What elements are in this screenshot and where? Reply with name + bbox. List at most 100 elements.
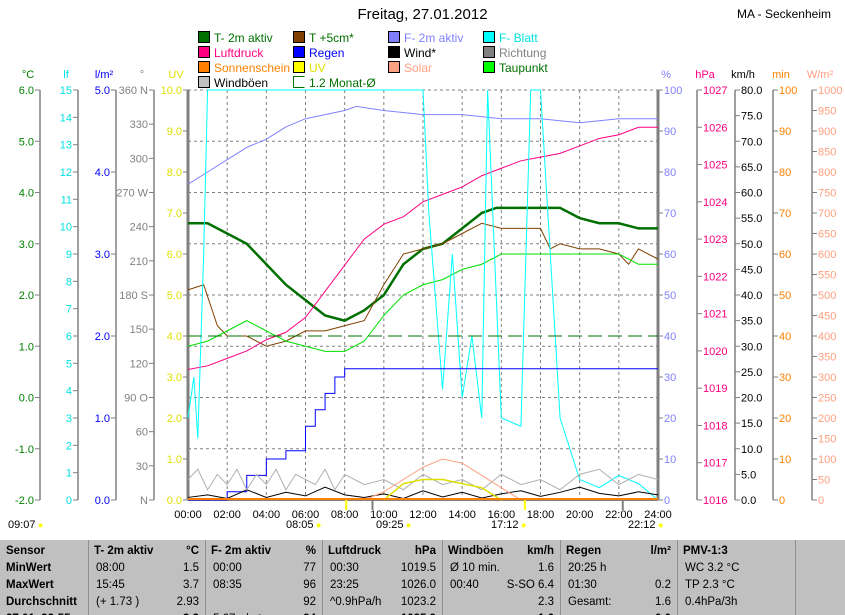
weather-chart: °C-2.0-1.00.01.02.03.04.05.06.0lf0123456… bbox=[15, 69, 842, 521]
axis-tick-label: 750 bbox=[818, 188, 836, 200]
axis-tick-label: 30 bbox=[779, 372, 791, 384]
axis-tick-label: 1021 bbox=[703, 309, 727, 321]
column-header: T- 2m aktiv bbox=[94, 545, 154, 557]
axis-tick-label: 550 bbox=[818, 270, 836, 282]
cell-value: 2.3 bbox=[538, 596, 554, 608]
legend-label: Windböen bbox=[214, 76, 269, 90]
axis-tick-label: 2.0 bbox=[167, 413, 182, 425]
axis-tick-label: 0.0 bbox=[167, 495, 182, 507]
legend-item: Luftdruck bbox=[198, 46, 263, 61]
axis-unit-label: °C bbox=[22, 69, 34, 81]
axis-tick-label: 1017 bbox=[703, 458, 727, 470]
legend-swatch-icon bbox=[198, 76, 210, 88]
legend-swatch-icon bbox=[483, 31, 495, 43]
cell-value: 77 bbox=[303, 562, 316, 574]
axis-tick-label: 40 bbox=[664, 331, 676, 343]
axis-tick-label: 150 bbox=[818, 434, 836, 446]
axis-tick-label: 450 bbox=[818, 311, 836, 323]
axis-tick-label: 2 bbox=[66, 440, 72, 452]
x-tick-label: 02:00 bbox=[213, 509, 241, 521]
axis-tick-label: 10.0 bbox=[741, 444, 762, 456]
cell-text: 00:00 bbox=[213, 562, 242, 574]
axis-tick-label: 40.0 bbox=[741, 290, 762, 302]
axis-tick-label: 60.0 bbox=[741, 188, 762, 200]
axis-unit-label: ° bbox=[140, 69, 144, 81]
x-tick-label: 06:00 bbox=[292, 509, 320, 521]
cell-text: WC 3.2 °C bbox=[685, 562, 740, 574]
legend-label: Solar bbox=[404, 61, 433, 75]
sun-time-label: 09:07 bbox=[8, 519, 36, 531]
legend-item: T- 2m aktiv bbox=[198, 31, 273, 46]
axis-tick-label: 900 bbox=[818, 126, 836, 138]
axis-tick-label: 5.0 bbox=[19, 136, 34, 148]
series-taupunkt bbox=[187, 253, 658, 352]
axis-tick-label: 55.0 bbox=[741, 213, 762, 225]
sun-times: 09:07 ● 08:05 ● 09:25 ● 17:12 ● 22:12 ● bbox=[0, 515, 845, 535]
axis-tick-label: 700 bbox=[818, 208, 836, 220]
axis-tick-label: 60 bbox=[779, 249, 791, 261]
axis-tick-label: 9 bbox=[66, 249, 72, 261]
legend-item: UV bbox=[293, 61, 326, 76]
sun-time-label: 22:12 bbox=[628, 519, 656, 531]
legend-label: F- Blatt bbox=[499, 31, 538, 45]
cell-text: 0.4hPa/3h bbox=[685, 596, 738, 608]
axis-tick-label: 5.0 bbox=[95, 85, 110, 97]
sun-icon: ● bbox=[35, 520, 44, 530]
legend-swatch-icon bbox=[198, 31, 210, 43]
axis-tick-label: 70 bbox=[779, 208, 791, 220]
cell-text: 00:40 bbox=[450, 579, 479, 591]
column-divider bbox=[205, 540, 206, 615]
sun-time: 09:25 ● bbox=[376, 519, 411, 531]
sun-time: 08:05 ● bbox=[286, 519, 321, 531]
axis-tick-label: 120 bbox=[130, 358, 148, 370]
legend-item: Sonnenschein bbox=[198, 61, 290, 76]
axis-tick-label: 6.0 bbox=[167, 249, 182, 261]
column-divider bbox=[677, 540, 678, 615]
axis-tick-label: 9.0 bbox=[167, 126, 182, 138]
legend-label: 1.2 Monat-Ø bbox=[309, 76, 376, 90]
legend-swatch-icon bbox=[198, 61, 210, 73]
column-unit: km/h bbox=[527, 545, 554, 557]
series-uv bbox=[383, 478, 502, 501]
axis-tick-label: -2.0 bbox=[15, 495, 34, 507]
axis-tick-label: 70.0 bbox=[741, 136, 762, 148]
axis-unit-label: W/m² bbox=[807, 69, 834, 81]
legend-swatch-icon bbox=[483, 61, 495, 73]
axis-tick-label: 100 bbox=[779, 85, 797, 97]
cell-value: 1.6 bbox=[494, 611, 554, 615]
cell-value: 94 bbox=[256, 611, 316, 615]
axis-unit-label: lf bbox=[63, 69, 69, 81]
x-tick-label: 24:00 bbox=[644, 509, 672, 521]
axis-left-0: °C -2.0 -1.0 0.0 1.0 2.0 3.0 4.0 5.0 6.0 bbox=[15, 69, 41, 507]
axis-tick-label: 80.0 bbox=[741, 85, 762, 97]
axis-left-3: ° N 30 60 90 O 120 150 180 S 210 240 270 W 300 330 36… bbox=[116, 69, 155, 507]
sun-time: 09:07 ● bbox=[8, 519, 43, 531]
axis-tick-label: 12 bbox=[60, 167, 72, 179]
cell-value: 0.2 bbox=[655, 579, 671, 591]
series-f-2m-aktiv bbox=[187, 105, 658, 185]
axis-tick-label: 1020 bbox=[703, 346, 727, 358]
axis-right-0: % 0 10 20 30 40 50 60 70 80 90 100 bbox=[658, 69, 682, 507]
chart-title: Freitag, 27.01.2012 bbox=[357, 6, 488, 23]
cell-value: 0.0 bbox=[611, 611, 671, 615]
axis-tick-label: 950 bbox=[818, 106, 836, 118]
row-label: 27.01. 22:55 bbox=[6, 611, 71, 615]
axis-tick-label: 330 bbox=[130, 119, 148, 131]
axis-tick-label: 50.0 bbox=[741, 239, 762, 251]
axis-tick-label: 500 bbox=[818, 290, 836, 302]
axis-tick-label: 150 bbox=[130, 324, 148, 336]
axis-tick-label: 650 bbox=[818, 229, 836, 241]
cell-text: 23:25 bbox=[330, 579, 359, 591]
axis-tick-label: 0.0 bbox=[741, 495, 756, 507]
legend-swatch-icon bbox=[293, 31, 305, 43]
series-t-2m-aktiv bbox=[188, 206, 658, 322]
axis-tick-label: 1000 bbox=[818, 85, 842, 97]
axis-tick-label: 1025 bbox=[703, 160, 727, 172]
station-name: MA - Seckenheim bbox=[736, 7, 831, 21]
axis-tick-label: 3.0 bbox=[19, 239, 34, 251]
axis-tick-label: 20 bbox=[664, 413, 676, 425]
axis-tick-label: 5 bbox=[66, 358, 72, 370]
legend-swatch-icon bbox=[293, 46, 305, 58]
sun-time: 22:12 ● bbox=[628, 519, 663, 531]
